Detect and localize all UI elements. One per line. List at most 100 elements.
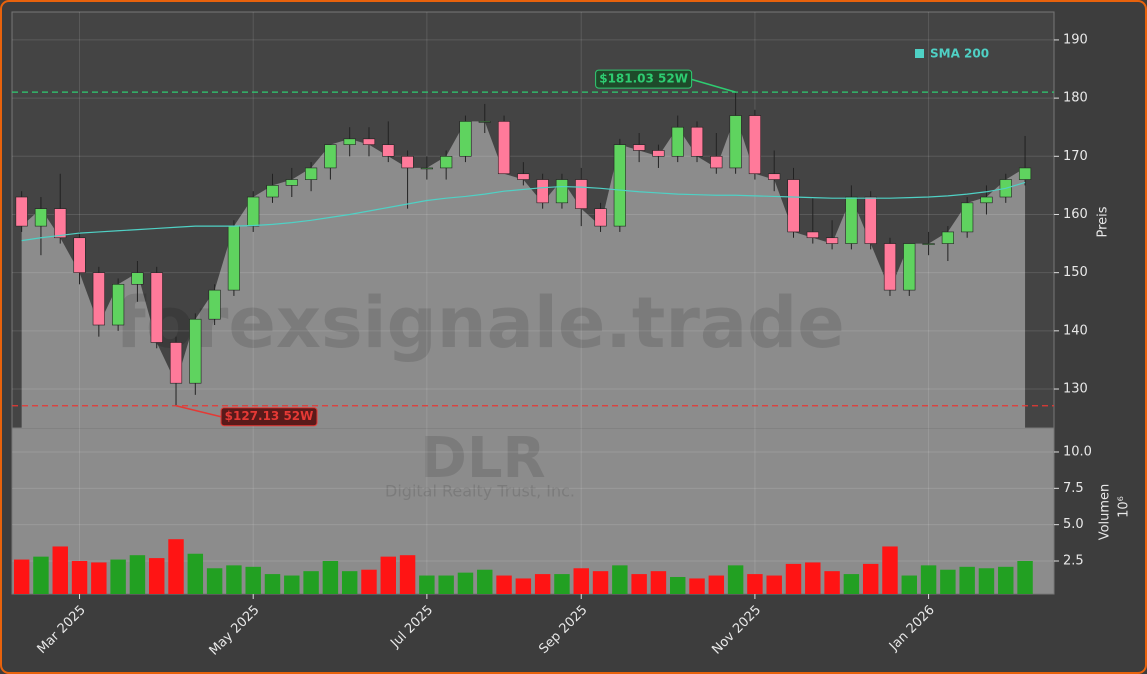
- volume-bar: [824, 571, 840, 594]
- y-tick-label: 5.0: [1063, 517, 1084, 532]
- volume-bar: [1017, 561, 1033, 594]
- candle-body: [980, 196, 993, 204]
- volume-bar: [284, 575, 300, 594]
- candle-body: [478, 121, 491, 123]
- volume-bar: [245, 566, 261, 594]
- volume-bar: [226, 565, 242, 594]
- volume-bar: [361, 569, 377, 594]
- volume-bar: [206, 568, 223, 594]
- candle-body: [961, 202, 974, 233]
- volume-bar: [978, 568, 995, 594]
- volume-bar: [901, 575, 917, 594]
- candle-body: [633, 144, 646, 151]
- y-tick-label: 180: [1063, 91, 1088, 106]
- y-tick-label: 170: [1063, 149, 1088, 164]
- volume-bar: [264, 574, 281, 594]
- volume-bar: [110, 559, 126, 594]
- volume-bar: [612, 565, 628, 594]
- volume-bar: [33, 556, 49, 594]
- candle-body: [826, 237, 839, 244]
- y-tick-label: 150: [1063, 265, 1088, 280]
- candle-body: [420, 167, 433, 170]
- candle-body: [150, 272, 163, 343]
- volume-bar: [998, 566, 1014, 594]
- volume-bar: [380, 556, 396, 594]
- volume-bar: [805, 562, 821, 594]
- y-axis-multiplier: 10⁶: [1117, 496, 1132, 518]
- volume-bar: [670, 576, 686, 594]
- volume-bar: [554, 574, 570, 594]
- candle-body: [768, 173, 781, 180]
- candle-body: [690, 126, 704, 157]
- candle-body: [594, 208, 607, 227]
- candle-body: [575, 179, 588, 209]
- volume-bar: [785, 563, 802, 594]
- y-tick-label: 190: [1063, 32, 1088, 47]
- candle-body: [536, 179, 549, 204]
- volume-bar: [708, 575, 725, 594]
- candle-body: [401, 155, 414, 169]
- volume-bar: [882, 546, 898, 594]
- annotation-box: [220, 407, 318, 427]
- candle-body: [806, 231, 819, 239]
- volume-bar: [129, 555, 146, 594]
- candle-body: [497, 121, 511, 175]
- annotation-arrow: [175, 404, 222, 418]
- volume-bar: [689, 578, 705, 594]
- candle-body: [748, 115, 761, 175]
- volume-bar: [747, 574, 763, 594]
- annotation-box: [595, 69, 693, 89]
- candle-body: [1018, 167, 1032, 180]
- y-tick-label: 7.5: [1063, 481, 1084, 496]
- candle-body: [15, 196, 28, 227]
- volume-bar: [187, 553, 204, 594]
- candle-body: [903, 243, 916, 291]
- volume-bar: [303, 571, 319, 594]
- volume-bar: [168, 539, 184, 594]
- volume-bar: [592, 571, 609, 594]
- candle-body: [382, 144, 395, 157]
- sma-line: [21, 181, 1026, 242]
- candle-body: [941, 231, 954, 244]
- volume-bar: [843, 574, 860, 594]
- y-tick-label: 140: [1063, 323, 1088, 338]
- candle-body: [652, 150, 665, 157]
- candle-body: [864, 196, 877, 244]
- volume-bar: [940, 569, 956, 594]
- candle-body: [227, 225, 240, 291]
- candle-body: [555, 179, 569, 204]
- y-axis-label: Preis: [1096, 206, 1111, 237]
- volume-bar: [52, 546, 68, 594]
- volume-bar: [650, 571, 667, 594]
- candle-body: [92, 272, 105, 326]
- volume-bar: [457, 572, 474, 594]
- legend-label: SMA 200: [930, 47, 989, 61]
- legend-swatch: [915, 49, 924, 58]
- candle-body: [883, 243, 897, 291]
- volume-bar: [631, 574, 647, 594]
- volume-bar: [920, 565, 937, 594]
- candle-body: [189, 318, 202, 384]
- candle-body: [459, 121, 472, 157]
- volume-bar: [341, 571, 358, 594]
- volume-bar: [534, 574, 551, 594]
- y-tick-label: 10.0: [1063, 444, 1092, 459]
- candle-body: [613, 144, 626, 227]
- candle-body: [285, 179, 298, 186]
- candle-body: [729, 115, 742, 169]
- candle-body: [305, 167, 318, 180]
- volume-bar: [13, 559, 30, 594]
- volume-bar: [727, 565, 744, 594]
- annotation-label: $181.03 52W: [599, 72, 688, 86]
- volume-bar: [71, 561, 88, 594]
- candle-body: [112, 283, 125, 326]
- volume-bar: [149, 558, 165, 594]
- volume-bar: [515, 578, 532, 594]
- watermark-symbol: DLR: [420, 426, 545, 491]
- candle-body: [169, 342, 183, 384]
- volume-bar: [477, 569, 493, 594]
- candle-body: [517, 173, 530, 180]
- candle-body: [247, 196, 260, 227]
- volume-bar: [399, 555, 416, 594]
- annotation-arrow: [690, 78, 736, 93]
